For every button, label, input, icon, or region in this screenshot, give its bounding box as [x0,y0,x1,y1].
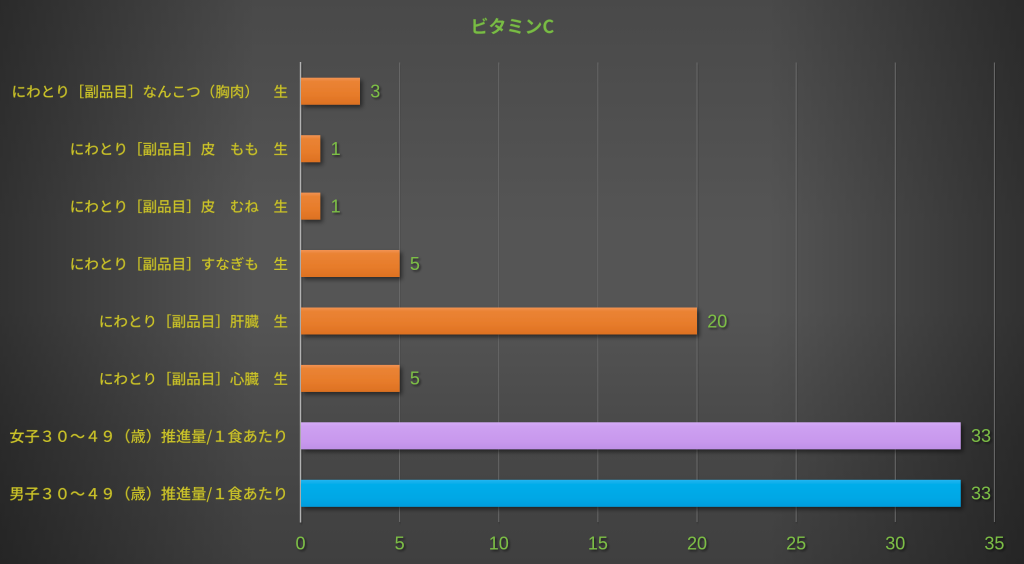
svg-text:3: 3 [370,82,380,102]
svg-text:30: 30 [885,534,905,554]
svg-text:15: 15 [588,534,608,554]
svg-text:20: 20 [707,311,727,331]
svg-text:25: 25 [786,534,806,554]
svg-text:1: 1 [331,196,341,216]
svg-text:33: 33 [971,426,991,446]
svg-text:0: 0 [295,534,305,554]
svg-text:10: 10 [489,534,509,554]
svg-text:5: 5 [410,254,420,274]
svg-text:5: 5 [395,534,405,554]
svg-text:1: 1 [331,139,341,159]
svg-text:20: 20 [687,534,707,554]
svg-text:35: 35 [984,534,1004,554]
svg-text:33: 33 [971,484,991,504]
svg-text:5: 5 [410,369,420,389]
